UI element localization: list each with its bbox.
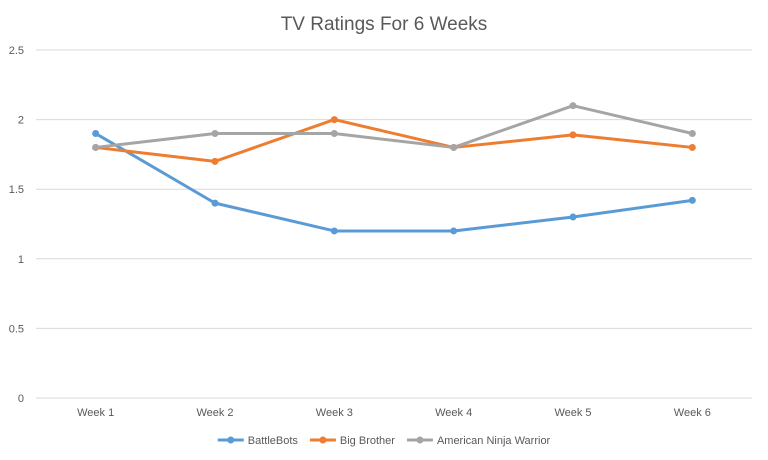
data-point — [211, 199, 219, 207]
data-point — [330, 116, 338, 124]
data-point — [92, 130, 100, 138]
data-point — [569, 213, 577, 221]
y-tick-label: 2 — [18, 115, 24, 127]
series-line — [94, 132, 694, 233]
y-tick-label: 0 — [18, 393, 24, 405]
x-tick-label: Week 5 — [554, 407, 591, 419]
legend-point-marker — [416, 436, 424, 444]
data-point — [330, 227, 338, 235]
legend-item: American Ninja Warrior — [406, 435, 551, 447]
series-0 — [92, 130, 696, 235]
data-point — [688, 130, 696, 138]
legend-point-marker — [319, 436, 327, 444]
legend-item: Big Brother — [309, 435, 395, 447]
legend-label: Big Brother — [340, 435, 395, 447]
data-point — [92, 143, 100, 151]
series-layer — [92, 102, 696, 235]
y-tick-label: 1.5 — [9, 184, 24, 196]
y-axis-ticks: 0 0.5 1 1.5 2 2.5 — [9, 45, 24, 405]
data-point — [569, 102, 577, 110]
y-tick-label: 2.5 — [9, 45, 24, 57]
data-point — [688, 143, 696, 151]
x-tick-label: Week 4 — [435, 407, 472, 419]
data-point — [330, 130, 338, 138]
series-2 — [92, 102, 696, 151]
series-line — [94, 118, 694, 163]
data-point — [211, 157, 219, 165]
legend-item: BattleBots — [217, 435, 299, 447]
legend: BattleBots Big Brother American Ninja Warr… — [217, 435, 551, 447]
data-point — [688, 196, 696, 204]
legend-point-marker — [227, 436, 235, 444]
y-tick-label: 1 — [18, 254, 24, 266]
y-tick-label: 0.5 — [9, 323, 24, 335]
data-point — [211, 130, 219, 138]
data-point — [569, 131, 577, 139]
data-point — [450, 227, 458, 235]
data-point — [450, 143, 458, 151]
x-tick-label: Week 6 — [674, 407, 711, 419]
chart-title: TV Ratings For 6 Weeks — [281, 14, 488, 35]
x-tick-label: Week 3 — [316, 407, 353, 419]
x-tick-label: Week 2 — [196, 407, 233, 419]
legend-label: BattleBots — [248, 435, 299, 447]
x-tick-label: Week 1 — [77, 407, 114, 419]
legend-label: American Ninja Warrior — [437, 435, 551, 447]
gridlines — [36, 49, 752, 399]
series-line — [94, 104, 694, 149]
x-axis-ticks: Week 1 Week 2 Week 3 Week 4 Week 5 Week 6 — [77, 407, 711, 419]
